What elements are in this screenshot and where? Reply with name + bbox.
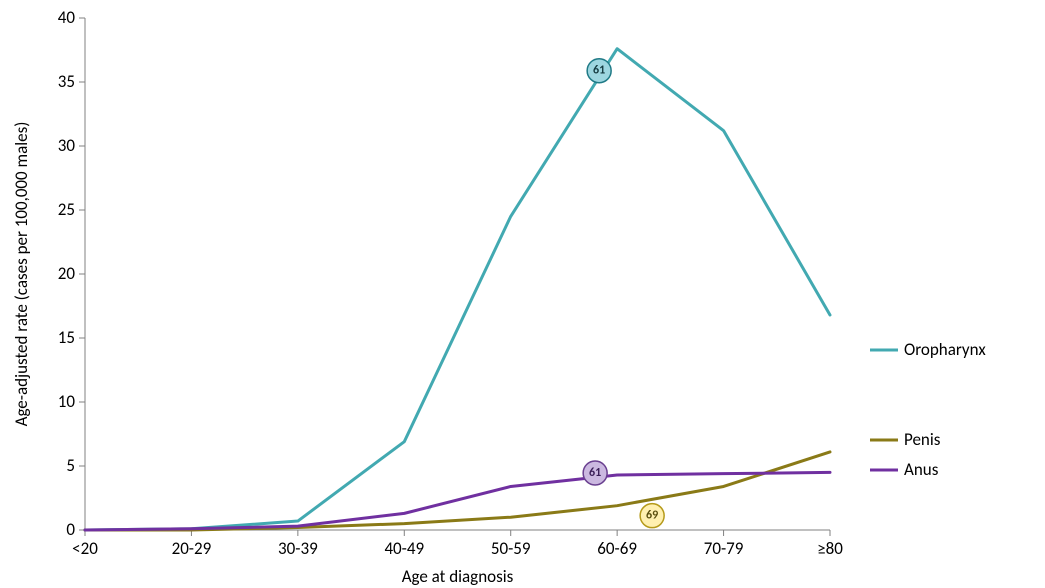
y-tick-label: 35: [58, 71, 75, 92]
x-tick-label: 30-39: [278, 538, 318, 559]
y-tick-label: 40: [58, 7, 76, 28]
x-tick-label: 60-69: [597, 538, 637, 559]
y-axis-label: Age-adjusted rate (cases per 100,000 mal…: [11, 122, 32, 427]
legend-label-anus: Anus: [904, 459, 939, 480]
y-tick-label: 20: [58, 263, 76, 284]
legend-label-oropharynx: Oropharynx: [904, 339, 986, 360]
series-line-penis: [85, 452, 830, 530]
line-chart: 0 5 10 15 20 25 30 35 40 <20 20-29 30-39 40-49 50-59 6…: [0, 0, 1045, 588]
x-tick-label: <20: [72, 538, 98, 559]
series-line-oropharynx: [85, 49, 830, 530]
y-tick-label: 30: [58, 135, 76, 156]
x-tick-label: 50-59: [491, 538, 531, 559]
series-marker-label-anus: 61: [589, 466, 601, 480]
y-tick-label: 5: [66, 455, 75, 476]
x-axis-label: Age at diagnosis: [402, 566, 514, 587]
y-tick-label: 0: [66, 519, 75, 540]
y-tick-label: 15: [58, 327, 75, 348]
series-marker-label-oropharynx: 61: [593, 64, 605, 78]
y-tick-label: 10: [58, 391, 76, 412]
x-tick-label: 40-49: [384, 538, 424, 559]
x-tick-label: 20-29: [172, 538, 212, 559]
chart-svg: 0 5 10 15 20 25 30 35 40 <20 20-29 30-39 40-49 50-59 6…: [0, 0, 1045, 588]
y-tick-label: 25: [58, 199, 75, 220]
x-tick-label: ≥80: [817, 538, 843, 559]
series-marker-label-penis: 69: [646, 509, 658, 523]
legend-label-penis: Penis: [904, 429, 941, 450]
x-tick-label: 70-79: [704, 538, 744, 559]
